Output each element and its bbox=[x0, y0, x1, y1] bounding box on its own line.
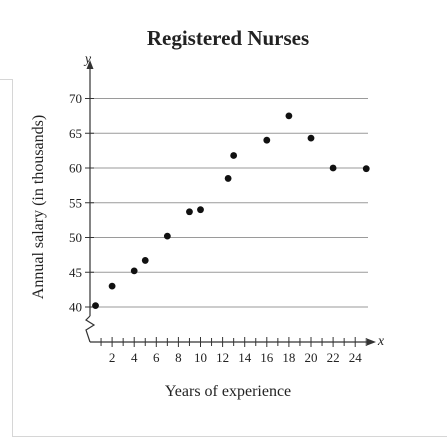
frame-bottom-line bbox=[12, 436, 447, 437]
y-axis-arrow bbox=[86, 60, 94, 69]
data-point-2 bbox=[130, 267, 138, 275]
y-tick-label-5: 65 bbox=[69, 126, 82, 141]
data-point-1 bbox=[108, 282, 116, 290]
y-tick-label-4: 60 bbox=[69, 161, 82, 176]
data-point-0 bbox=[92, 302, 99, 310]
axes bbox=[85, 60, 376, 346]
x-tick-label-4: 10 bbox=[194, 350, 207, 365]
data-point-9 bbox=[263, 136, 271, 144]
data-point-8 bbox=[230, 152, 238, 159]
y-axis-letter: y bbox=[83, 52, 92, 67]
y-tick-label-6: 70 bbox=[69, 91, 82, 106]
y-tick-label-0: 40 bbox=[69, 300, 82, 315]
data-point-4 bbox=[163, 232, 171, 240]
x-axis-title: Years of experience bbox=[165, 383, 291, 400]
data-point-5 bbox=[186, 208, 193, 216]
x-axis-letter: x bbox=[377, 334, 385, 349]
x-tick-label-8: 18 bbox=[282, 350, 295, 365]
x-axis-arrow bbox=[367, 338, 376, 346]
data-point-11 bbox=[307, 134, 315, 142]
x-tick-label-11: 24 bbox=[349, 350, 363, 365]
x-tick-label-3: 8 bbox=[175, 350, 182, 365]
x-tick-label-10: 22 bbox=[327, 350, 340, 365]
y-tick-label-3: 55 bbox=[69, 195, 82, 210]
y-tick-label-2: 50 bbox=[69, 230, 82, 245]
y-axis-break bbox=[85, 315, 96, 343]
chart-title: Registered Nurses bbox=[147, 26, 309, 50]
frame-left-line bbox=[12, 79, 13, 437]
frame-top-line bbox=[0, 79, 13, 80]
data-point-13 bbox=[362, 165, 370, 173]
y-tick-label-1: 45 bbox=[69, 265, 82, 280]
data-point-7 bbox=[224, 175, 232, 182]
grid-lines bbox=[90, 98, 368, 308]
x-tick-label-7: 16 bbox=[260, 350, 274, 365]
data-point-6 bbox=[197, 206, 204, 214]
x-tick-label-9: 20 bbox=[305, 350, 318, 365]
x-tick-label-5: 12 bbox=[216, 350, 229, 365]
data-points bbox=[92, 112, 370, 310]
x-tick-label-0: 2 bbox=[109, 350, 116, 365]
data-point-10 bbox=[285, 112, 293, 120]
x-tick-label-6: 14 bbox=[238, 350, 252, 365]
data-point-12 bbox=[329, 164, 337, 172]
x-tick-label-1: 4 bbox=[131, 350, 138, 365]
data-point-3 bbox=[141, 257, 149, 264]
x-tick-label-2: 6 bbox=[153, 350, 160, 365]
y-axis-title: Annual salary (in thousands) bbox=[30, 115, 47, 299]
